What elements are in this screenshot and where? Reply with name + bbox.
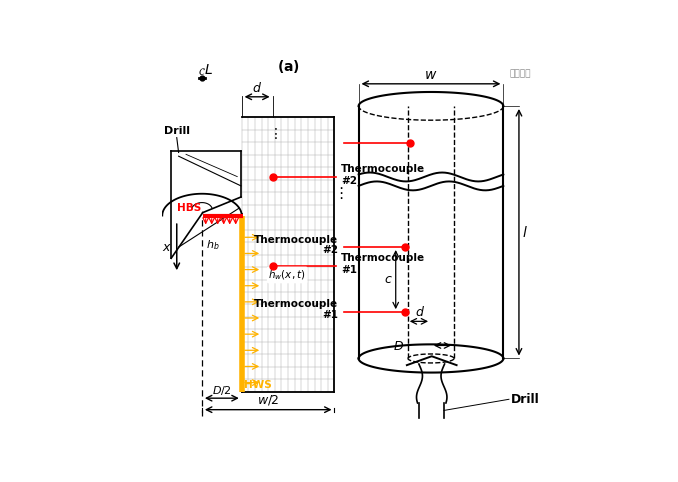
Text: $\mathbf{(a)}$: $\mathbf{(a)}$ <box>277 57 300 75</box>
Text: 微量润滑: 微量润滑 <box>510 69 531 78</box>
Text: $\mathit{L}$: $\mathit{L}$ <box>204 63 213 77</box>
Text: $\vdots$: $\vdots$ <box>333 185 343 201</box>
Text: #1: #1 <box>341 265 357 275</box>
Text: $h_b$: $h_b$ <box>206 238 220 252</box>
Text: $w/2$: $w/2$ <box>257 393 279 407</box>
Text: $x$: $x$ <box>163 241 172 254</box>
Text: $w$: $w$ <box>424 67 438 81</box>
Text: Thermocouple: Thermocouple <box>254 299 338 309</box>
Text: $\vdots$: $\vdots$ <box>268 126 278 141</box>
Text: Thermocouple: Thermocouple <box>341 254 425 264</box>
Text: $d$: $d$ <box>252 81 262 95</box>
Text: $D$: $D$ <box>393 340 404 353</box>
Text: $h_w(x,t)$: $h_w(x,t)$ <box>268 268 306 282</box>
Text: Drill: Drill <box>511 393 540 406</box>
Text: $c$: $c$ <box>384 273 393 286</box>
Text: #1: #1 <box>322 310 338 320</box>
Text: $l$: $l$ <box>522 225 527 240</box>
Text: HBS: HBS <box>177 202 201 213</box>
Text: HWS: HWS <box>243 380 271 390</box>
Text: $D/2$: $D/2$ <box>212 384 232 397</box>
Text: Thermocouple: Thermocouple <box>254 235 338 244</box>
Text: Drill: Drill <box>164 126 190 136</box>
Text: #2: #2 <box>322 245 338 255</box>
Text: $d$: $d$ <box>415 306 425 320</box>
Text: $\mathcal{C}$: $\mathcal{C}$ <box>197 66 205 77</box>
Text: Thermocouple: Thermocouple <box>341 164 425 174</box>
Text: #2: #2 <box>341 175 357 186</box>
